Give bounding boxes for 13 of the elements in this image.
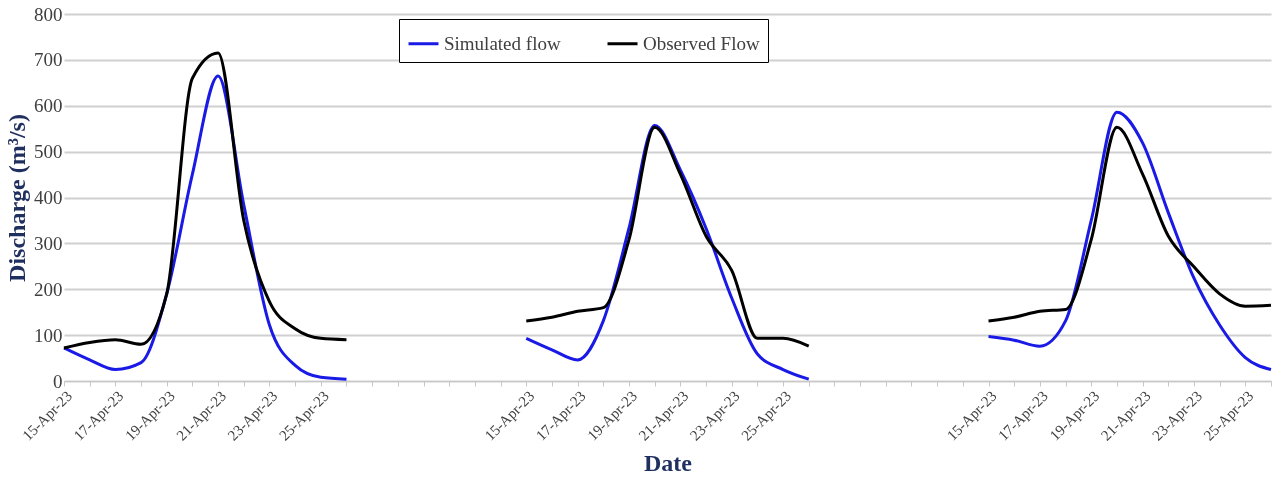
y-tick-label: 800	[34, 3, 63, 25]
y-tick-label: 500	[34, 141, 63, 163]
y-tick-label: 300	[34, 232, 63, 254]
y-tick-label: 700	[34, 49, 63, 71]
y-tick-label: 600	[34, 95, 63, 117]
y-tick-label: 100	[34, 324, 63, 346]
y-tick-label: 200	[34, 278, 63, 300]
y-axis-title: Discharge (m³/s)	[4, 114, 30, 282]
y-tick-label: 0	[53, 370, 63, 392]
legend-label: Simulated flow	[444, 32, 561, 54]
y-tick-label: 400	[34, 187, 63, 208]
legend-label: Observed Flow	[643, 32, 760, 54]
x-axis-title: Date	[644, 449, 693, 476]
